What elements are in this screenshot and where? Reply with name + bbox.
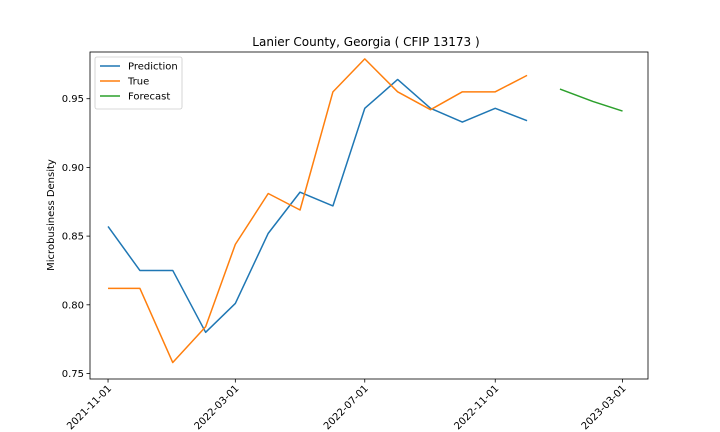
y-tick-label: 0.95 [62,94,84,105]
x-tick-label: 2021-11-01 [65,383,114,432]
legend: Prediction True Forecast [94,56,183,110]
series-line-true [108,58,528,364]
legend-entry-true: True [127,77,149,88]
y-axis-label: Microbusiness Density [46,159,57,271]
chart-title: Lanier County, Georgia ( CFIP 13173 ) [252,35,479,49]
series-line-prediction [107,78,528,334]
series-line-forecast [559,88,623,112]
x-tick-label: 2022-03-01 [193,383,242,432]
x-tick-label: 2022-07-01 [322,383,371,432]
legend-entry-prediction: Prediction [128,62,178,73]
y-tick-label: 0.90 [62,163,84,174]
y-tick-label: 0.85 [62,232,84,243]
y-tick-label: 0.75 [62,369,84,380]
y-tick-label: 0.80 [62,300,84,311]
x-tick-label: 2023-03-01 [580,383,629,432]
legend-entry-forecast: Forecast [128,92,170,103]
x-tick-label: 2022-11-01 [452,383,501,432]
plot-frame [89,51,649,380]
